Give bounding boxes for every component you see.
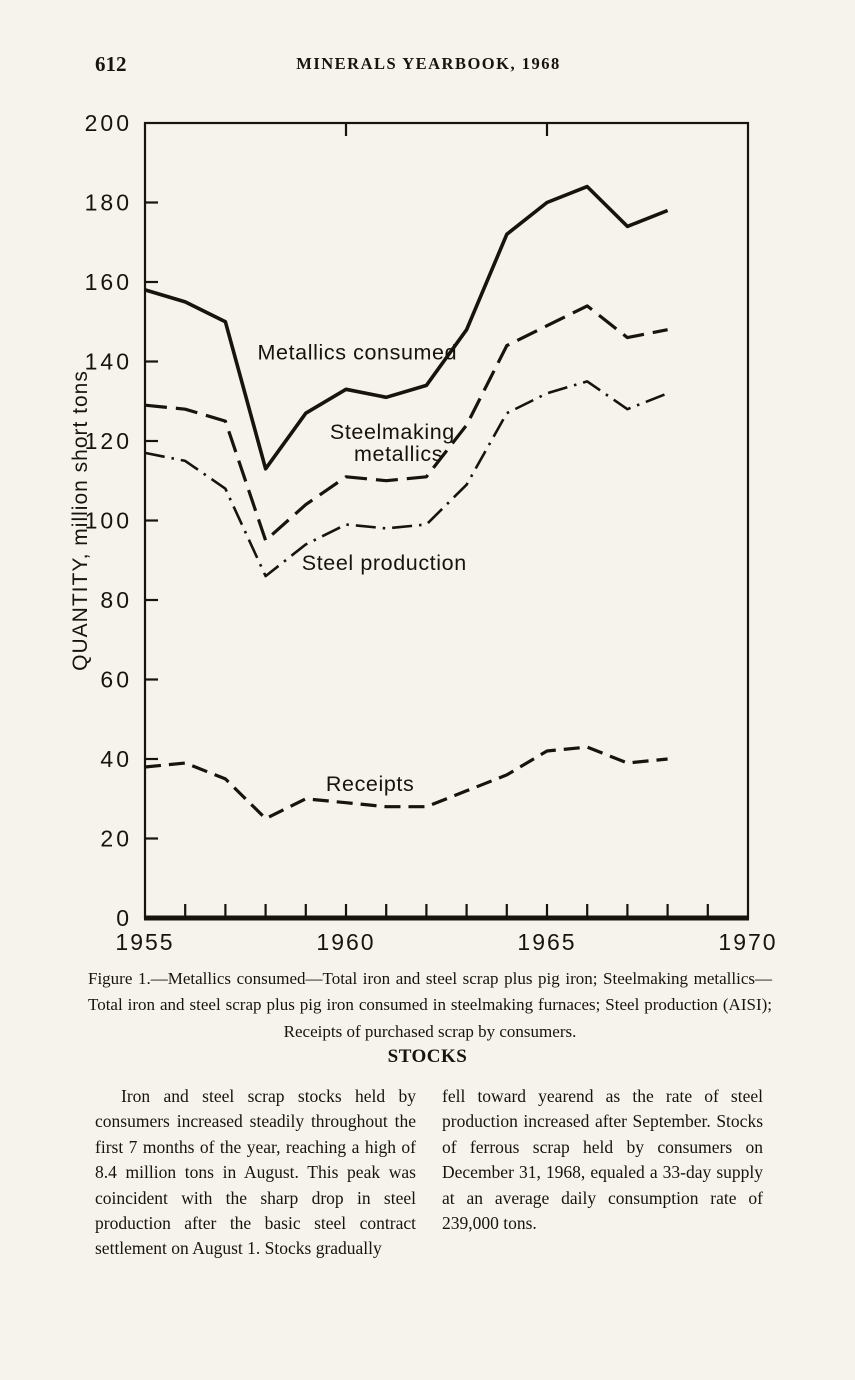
left-column-text: Iron and steel scrap stocks held by cons… <box>95 1086 416 1259</box>
series-line-metallics-consumed <box>144 184 669 471</box>
header-title: MINERALS YEARBOOK, 1968 <box>296 54 561 73</box>
y-tick-label: 40 <box>100 746 132 772</box>
series-label: Steel production <box>302 551 467 575</box>
x-tick-label: 1955 <box>115 929 174 955</box>
page-header: 612 MINERALS YEARBOOK, 1968 <box>95 52 762 76</box>
figure-1-chart: 0 20 40 60 80 100 120 140 160 180 200 1955 1960 1965 1… <box>69 110 776 955</box>
figure-1-chart-container: 0 20 40 60 80 100 120 140 160 180 200 1955 1960 1965 1… <box>55 95 776 965</box>
section-heading: STOCKS <box>387 1046 468 1067</box>
page-number: 612 <box>95 52 127 76</box>
right-column-text: fell toward yearend as the rate of steel… <box>442 1086 763 1233</box>
y-tick-label: 120 <box>85 428 132 454</box>
body-text-columns: Iron and steel scrap stocks held by cons… <box>95 1084 763 1262</box>
y-tick-label: 20 <box>100 826 132 852</box>
x-tick-label: 1970 <box>718 929 775 955</box>
y-tick-label: 180 <box>85 190 132 216</box>
y-tick-label: 0 <box>116 905 132 931</box>
figure-caption: Figure 1.—Metallics consumed—Total iron … <box>88 969 772 1041</box>
y-tick-label: 100 <box>85 508 132 534</box>
series-label: Receipts <box>326 772 414 796</box>
y-tick-label: 80 <box>100 587 132 613</box>
series-label: Steelmaking <box>330 420 455 444</box>
x-tick-label: 1965 <box>517 929 576 955</box>
series-line-steel-production <box>144 380 669 578</box>
series-label: Metallics consumed <box>258 341 458 365</box>
y-tick-label: 200 <box>85 110 132 136</box>
y-tick-label: 60 <box>100 667 132 693</box>
series-line-steelmaking-metallics <box>144 304 668 542</box>
y-axis-title: QUANTITY, million short tons <box>69 370 92 671</box>
y-tick-label: 140 <box>85 349 132 375</box>
series-label: metallics <box>354 442 443 466</box>
x-tick-label: 1960 <box>316 929 375 955</box>
y-tick-label: 160 <box>85 269 132 295</box>
